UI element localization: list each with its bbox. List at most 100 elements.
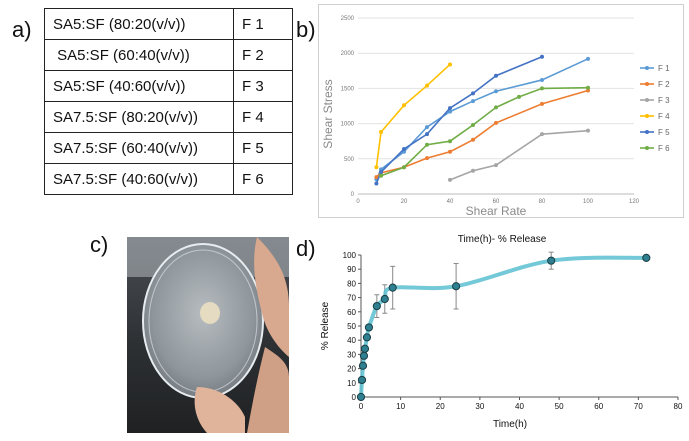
data-point [402, 165, 406, 170]
data-point [374, 165, 379, 170]
y-tick-label: 0 [352, 393, 357, 402]
release-chart-svg: Time(h)- % Release 0 10 20 30 40 50 60 70 80 90 10… [320, 234, 683, 430]
data-point [388, 283, 397, 292]
data-point [379, 173, 383, 178]
legend-marker [645, 98, 649, 102]
x-tick-label: 0 [359, 402, 364, 411]
petri-dish-photo-svg [127, 237, 289, 433]
y-tick-label: 500 [344, 157, 355, 163]
data-point [494, 73, 498, 78]
data-point [471, 137, 475, 142]
x-tick-label: 50 [555, 402, 564, 411]
y-axis-label: Shear Stress [321, 79, 335, 148]
data-point [540, 54, 544, 59]
table-row: SA7.5:SF (80:20(v/v)) F 4 [44, 101, 293, 133]
data-point [359, 351, 369, 360]
data-point [358, 361, 368, 370]
y-tick-label: 100 [343, 251, 357, 260]
finger-bottom [194, 387, 245, 433]
x-tick-label: 40 [515, 402, 524, 411]
y-tick-label: 80 [347, 279, 356, 288]
chart-title: Time(h)- % Release [458, 234, 547, 245]
release-chart: Time(h)- % Release 0 10 20 30 40 50 60 70 80 90 10… [316, 230, 688, 441]
data-point [448, 62, 452, 67]
legend-label: F 1 [658, 64, 670, 73]
data-point [471, 123, 475, 128]
data-point [540, 77, 544, 82]
data-point [374, 175, 379, 180]
data-point [642, 253, 651, 262]
data-point [586, 88, 590, 93]
data-point [471, 168, 475, 173]
y-tick-label: 2500 [341, 16, 355, 22]
legend-marker [645, 146, 649, 150]
x-tick-label: 80 [674, 402, 683, 411]
data-point [448, 106, 452, 111]
data-point [448, 109, 452, 114]
x-tick-label: 0 [356, 199, 360, 205]
panel-label-b: b) [296, 17, 316, 42]
data-point [547, 256, 556, 265]
y-tick-label: 30 [347, 350, 356, 359]
x-tick-label: 70 [634, 402, 643, 411]
composition-cell: SA7.5:SF (40:60(v/v)) [44, 163, 234, 195]
data-point [372, 302, 381, 311]
shear-stress-chart: 0 500 1000 1500 2000 2500 0 20 40 60 80 100 120 F 1 F… [318, 4, 684, 223]
x-tick-label: 40 [447, 199, 454, 205]
data-point [586, 128, 590, 133]
data-point [448, 177, 452, 182]
legend-label: F 2 [658, 80, 670, 89]
hand-right [247, 347, 289, 433]
data-point [494, 120, 498, 125]
y-tick-label: 40 [347, 336, 356, 345]
data-point [452, 282, 461, 291]
y-tick-label: 1000 [341, 122, 355, 128]
legend-marker [645, 66, 649, 70]
data-point [448, 149, 452, 154]
data-point [379, 130, 383, 135]
data-point [374, 181, 379, 186]
y-tick-label: 2000 [341, 51, 355, 57]
formulation-code-cell: F 5 [233, 132, 293, 164]
data-point [356, 392, 366, 402]
formulation-code-cell: F 6 [233, 163, 293, 195]
data-point [540, 101, 544, 106]
data-point [448, 139, 452, 144]
data-point [540, 86, 544, 91]
data-point [357, 375, 367, 385]
thumb-top [254, 237, 289, 357]
legend-label: F 4 [658, 112, 670, 121]
legend-marker [645, 82, 649, 86]
x-axis-label: Shear Rate [466, 204, 527, 218]
petri-dish-photo [127, 237, 289, 433]
data-point [471, 91, 475, 96]
legend-marker [645, 130, 649, 134]
panel-label-a: a) [12, 17, 32, 42]
x-tick-label: 10 [396, 402, 405, 411]
x-axis-label: Time(h) [493, 419, 527, 430]
film-sample [200, 302, 220, 324]
data-point [540, 132, 544, 137]
panel-label-d: d) [296, 236, 316, 261]
x-tick-label: 100 [583, 199, 594, 205]
formulation-code-cell: F 4 [233, 101, 293, 133]
y-tick-label: 1500 [341, 86, 355, 92]
composition-cell: SA5:SF (60:40(v/v)) [44, 39, 234, 71]
data-point [494, 105, 498, 110]
data-point [402, 103, 406, 108]
y-tick-label: 0 [351, 192, 355, 198]
x-tick-label: 30 [475, 402, 484, 411]
table-row: SA5:SF (40:60(v/v)) F 3 [44, 70, 293, 102]
data-point [379, 170, 383, 175]
y-tick-label: 60 [347, 308, 356, 317]
panel-label-c: c) [90, 232, 109, 257]
formulation-table: SA5:SF (80:20(v/v)) F 1 SA5:SF (60:40(v/v… [44, 8, 293, 195]
data-point [494, 163, 498, 168]
data-point [380, 294, 389, 304]
y-tick-label: 10 [347, 379, 356, 388]
data-point [586, 85, 590, 90]
composition-cell: SA5:SF (80:20(v/v)) [44, 8, 234, 40]
data-point [517, 94, 521, 99]
data-point [425, 156, 429, 161]
legend-label: F 6 [658, 144, 670, 153]
